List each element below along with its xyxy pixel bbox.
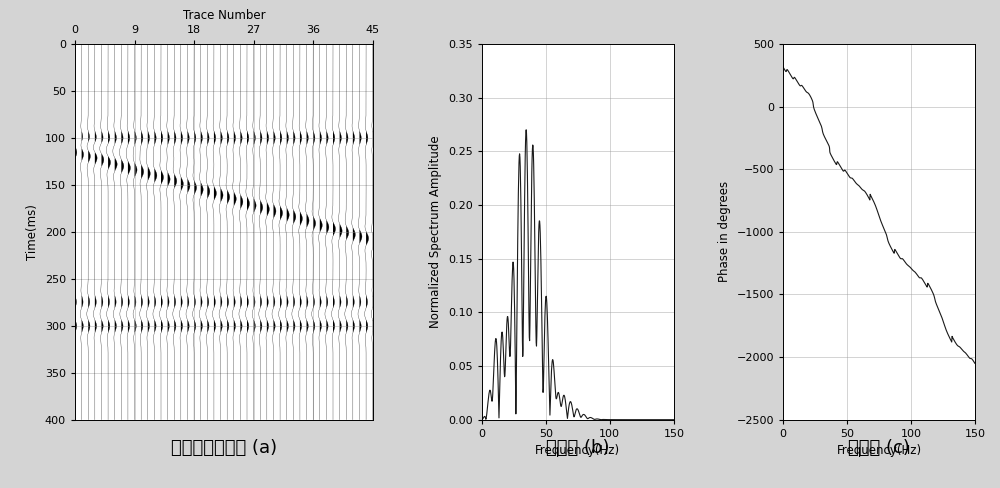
X-axis label: Frequency(Hz): Frequency(Hz) bbox=[836, 444, 922, 457]
Y-axis label: Normalized Spectrum Amplitude: Normalized Spectrum Amplitude bbox=[429, 136, 442, 328]
Text: 零相位地震剪面 (a): 零相位地震剪面 (a) bbox=[171, 439, 277, 457]
Y-axis label: Phase in degrees: Phase in degrees bbox=[718, 181, 731, 283]
X-axis label: Trace Number: Trace Number bbox=[183, 9, 265, 22]
Y-axis label: Time(ms): Time(ms) bbox=[26, 204, 39, 260]
Text: 相位谱 (c): 相位谱 (c) bbox=[848, 439, 910, 457]
Text: 振幅谱 (b): 振幅谱 (b) bbox=[546, 439, 610, 457]
X-axis label: Frequency(Hz): Frequency(Hz) bbox=[535, 444, 620, 457]
